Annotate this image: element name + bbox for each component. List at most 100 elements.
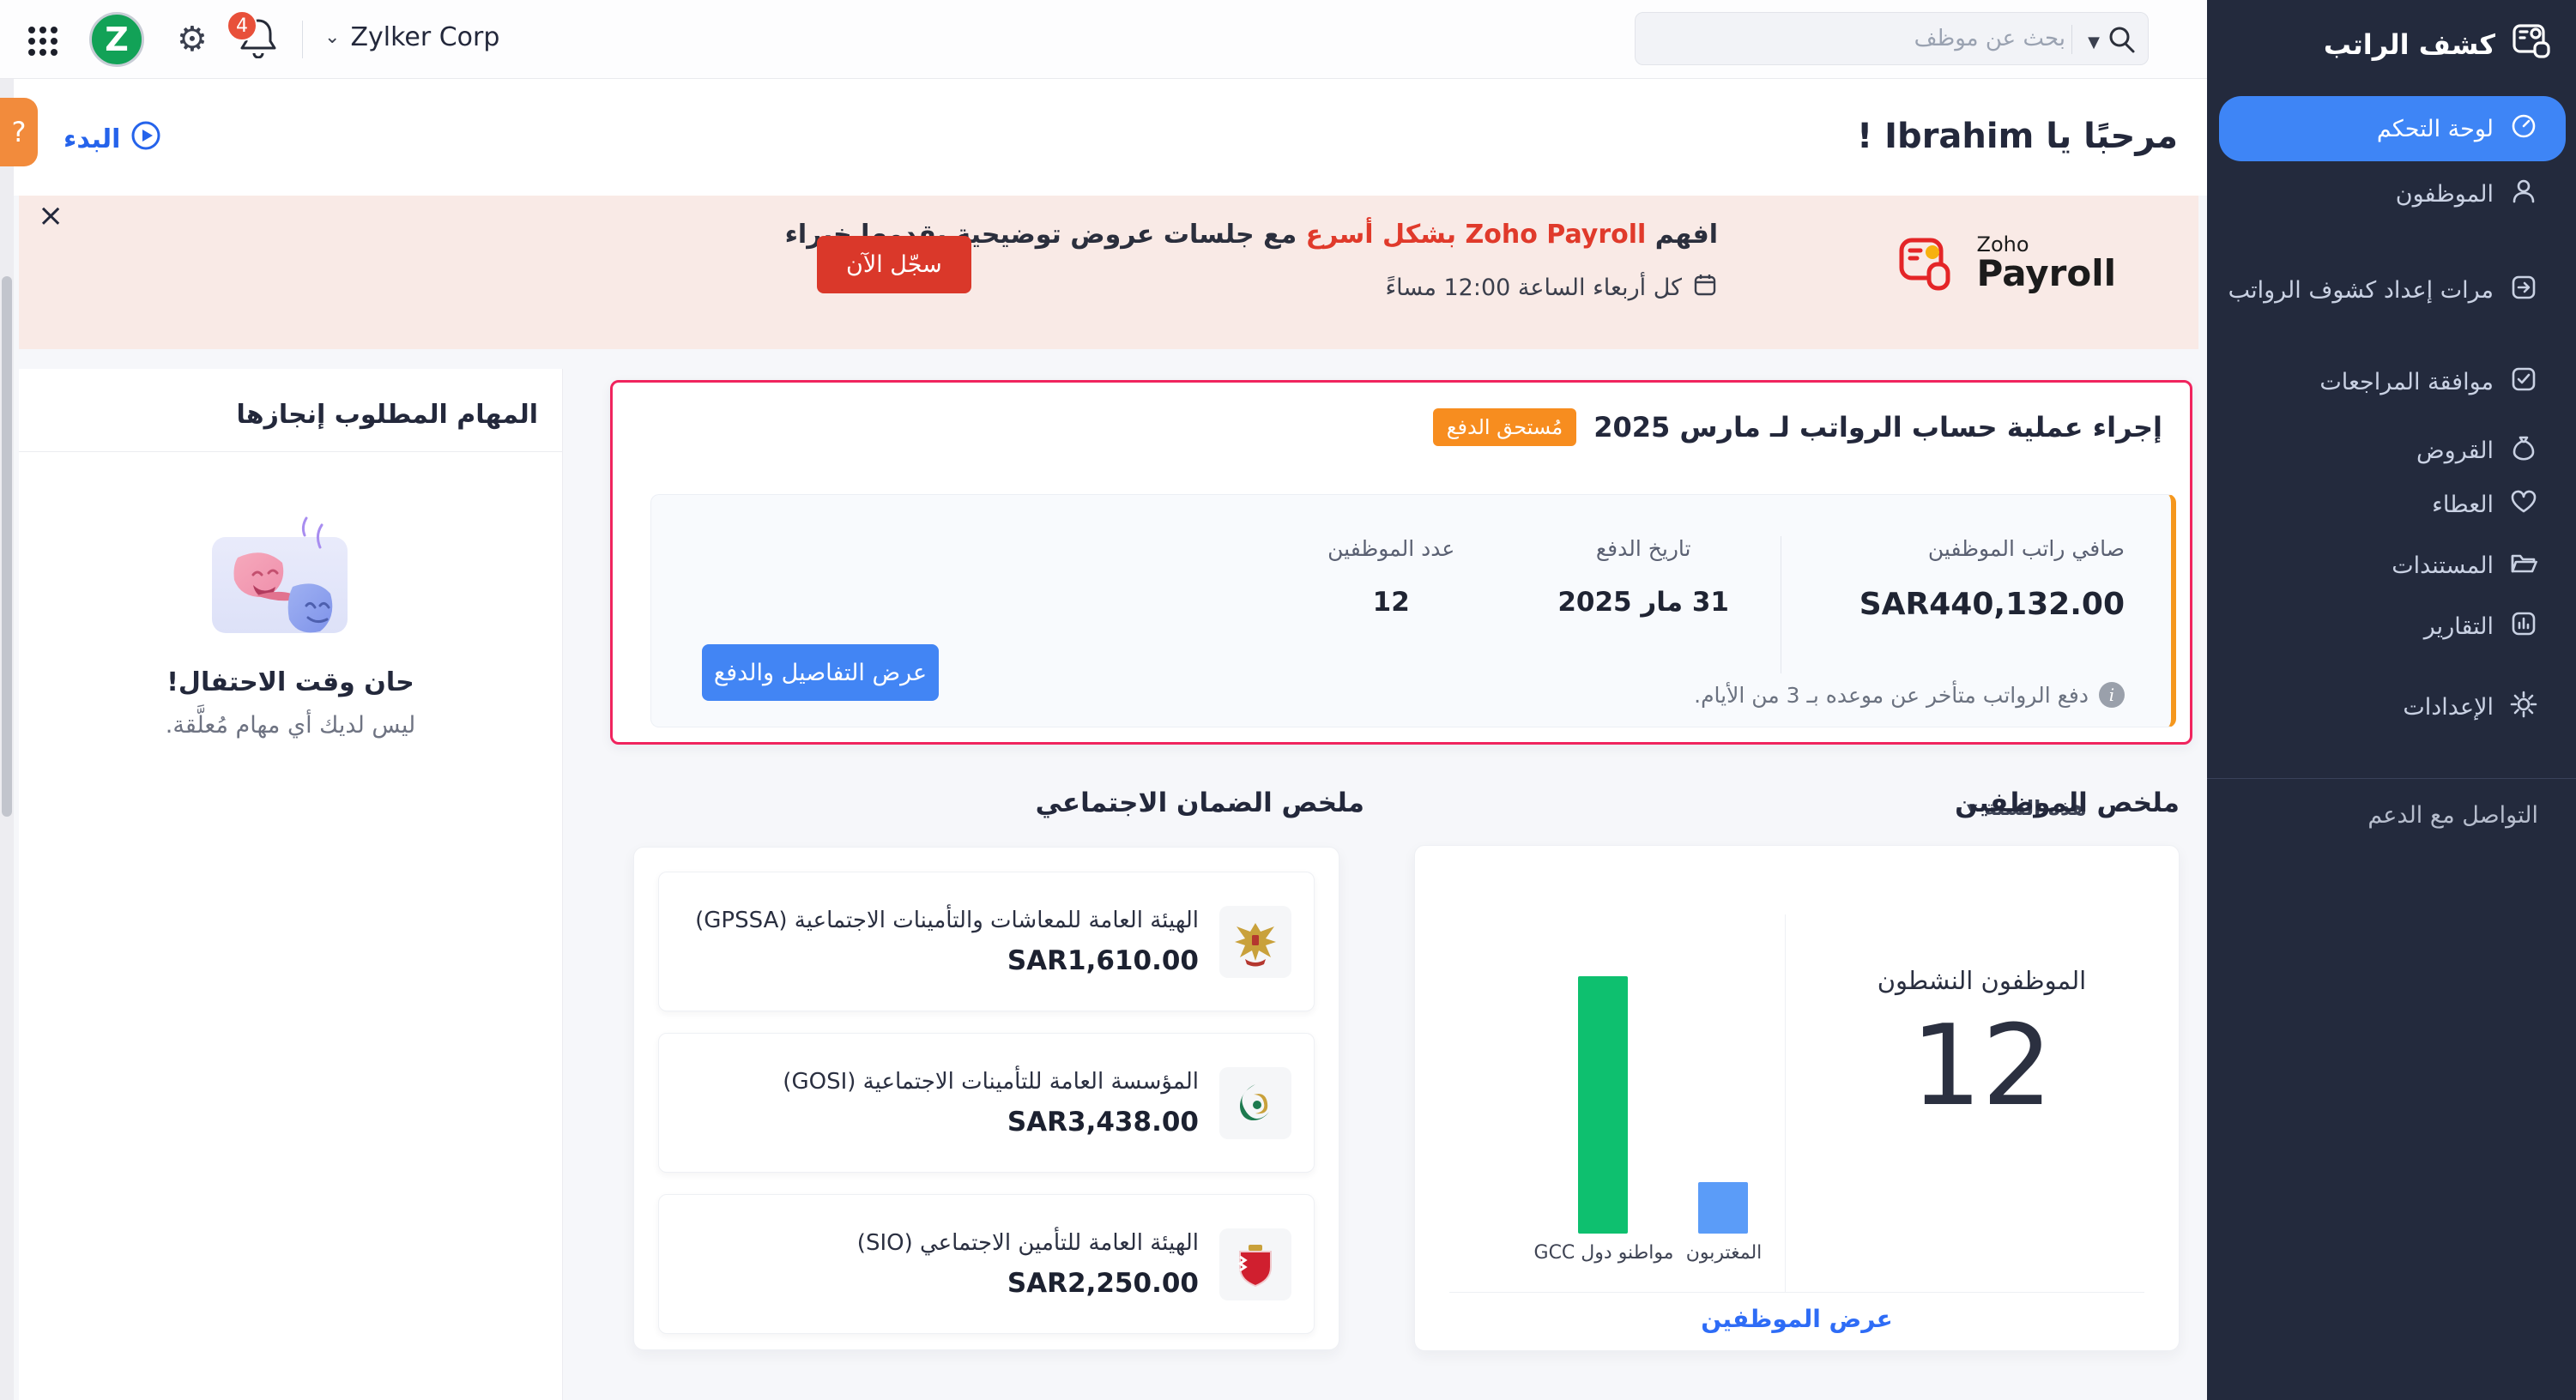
register-now-button[interactable]: سجّل الآن: [817, 236, 971, 293]
money-bag-icon: [2509, 433, 2538, 468]
sidebar-item-label: التقارير: [2423, 612, 2494, 640]
social-filter-dropdown[interactable]: هذه السنة ▼: [1967, 796, 2086, 820]
greeting-title: مرحبًا يا Ibrahim !: [1857, 117, 2178, 156]
social-summary-title: ملخص الضمان الاجتماعي: [1035, 788, 1364, 818]
sidebar-item-loans[interactable]: القروض: [2207, 420, 2576, 480]
sidebar-item-label: لوحة التحكم: [2376, 115, 2494, 142]
bar-chart-icon: [2509, 609, 2538, 644]
search-input[interactable]: [1646, 13, 2065, 64]
social-item-name: الهيئة العامة للمعاشات والتأمينات الاجتم…: [695, 907, 1199, 933]
topbar-divider: [302, 21, 303, 58]
employees-summary-card: الموظفون النشطون 12 مواطنو دول GCC المغت…: [1414, 845, 2180, 1351]
tasks-panel: المهام المطلوب إنجازها حان وقت الاحتفال!…: [19, 369, 563, 1400]
scrollbar-thumb[interactable]: [2, 276, 12, 817]
zoho-payroll-logo-icon: [1899, 238, 1950, 291]
zoho-wordmark: Zoho: [1976, 232, 2029, 256]
bar-label-gcc: مواطنو دول GCC: [1533, 1242, 1674, 1264]
chevron-down-icon: ⌄: [324, 27, 341, 48]
tasks-empty-headline: حان وقت الاحتفال!: [166, 667, 414, 697]
sidebar-item-employees[interactable]: الموظفون: [2207, 164, 2576, 224]
page-header: مرحبًا يا Ibrahim ! البدء: [14, 79, 2207, 196]
caret-down-icon: ▼: [1967, 800, 1978, 817]
get-started-link[interactable]: البدء: [63, 120, 161, 158]
calendar-icon: [1692, 272, 1718, 304]
payroll-wordmark: Payroll: [1976, 251, 2116, 294]
employees-footer-divider: [1449, 1292, 2144, 1293]
employees-card-divider: [1785, 914, 1786, 1292]
scrollbar-track[interactable]: [0, 79, 14, 1400]
social-item-amount: SAR3,438.00: [1007, 1106, 1199, 1138]
sidebar-item-label: المستندات: [2392, 552, 2494, 579]
payrun-card: إجراء عملية حساب الرواتب لـ مارس 2025 مُ…: [610, 380, 2192, 745]
tasks-divider: [19, 451, 562, 452]
sidebar-divider: [2207, 778, 2576, 779]
gear-icon: [2509, 690, 2538, 725]
banner-headline: افهم Zoho Payroll بشكل أسرع مع جلسات عرو…: [784, 220, 1718, 250]
social-item-amount: SAR2,250.00: [1007, 1267, 1199, 1299]
search-box: ▼: [1635, 12, 2149, 65]
promo-banner: × Zoho Payroll افهم Zoho Payroll بشكل أس…: [19, 196, 2198, 349]
settings-gear-icon[interactable]: ⚙: [177, 20, 208, 59]
payrun-arrow-icon: [2509, 273, 2538, 308]
bar-expatriates: [1698, 1182, 1748, 1234]
payrun-summary-panel: صافي راتب الموظفين SAR440,132.00 تاريخ ا…: [650, 494, 2176, 727]
social-item-name: المؤسسة العامة للتأمينات الاجتماعية (GOS…: [783, 1068, 1199, 1095]
tasks-title: المهام المطلوب إنجازها: [236, 400, 538, 430]
bar-label-expat: المغتربون: [1685, 1242, 1763, 1264]
social-item-gosi[interactable]: المؤسسة العامة للتأمينات الاجتماعية (GOS…: [658, 1033, 1315, 1173]
view-employees-link[interactable]: عرض الموظفين: [1701, 1305, 1893, 1333]
notification-bell-icon[interactable]: 4: [227, 10, 290, 72]
person-icon: [2509, 177, 2538, 212]
sidebar-item-settings[interactable]: الإعدادات: [2207, 677, 2576, 737]
sidebar-item-dashboard[interactable]: لوحة التحكم: [2219, 96, 2566, 161]
search-divider: [2071, 25, 2072, 54]
contact-support-link[interactable]: التواصل مع الدعم: [2367, 802, 2538, 829]
help-button[interactable]: ?: [0, 98, 38, 166]
employees-summary-title: ملخص الموظفين: [1955, 788, 2180, 818]
sidebar-item-payruns[interactable]: مرات إعداد كشوف الرواتب: [2207, 260, 2576, 320]
close-icon[interactable]: ×: [38, 198, 64, 233]
checkbox-check-icon: [2509, 365, 2538, 400]
sidebar-item-label: القروض: [2416, 437, 2494, 464]
zoho-payroll-logo: Zoho Payroll: [1895, 230, 2116, 297]
search-filter-caret-icon[interactable]: ▼: [2088, 33, 2100, 51]
zoho-logo[interactable]: Z: [89, 12, 144, 67]
dashboard-icon: [2509, 112, 2538, 147]
company-selector[interactable]: ⌄ Zylker Corp: [324, 22, 499, 52]
bahrain-emblem-icon: [1219, 1228, 1291, 1300]
info-icon: i: [2099, 682, 2125, 708]
sidebar-item-label: الموظفون: [2395, 180, 2494, 208]
uae-emblem-icon: [1219, 905, 1291, 978]
social-item-gpssa[interactable]: الهيئة العامة للمعاشات والتأمينات الاجتم…: [658, 872, 1315, 1011]
sidebar-item-label: الإعدادات: [2403, 693, 2494, 721]
payrun-title: إجراء عملية حساب الرواتب لـ مارس 2025: [1593, 411, 2162, 444]
view-details-pay-button[interactable]: عرض التفاصيل والدفع: [702, 644, 939, 701]
social-item-name: الهيئة العامة للتأمين الاجتماعي (SIO): [856, 1229, 1199, 1256]
gosi-logo-icon: [1219, 1066, 1291, 1139]
sidebar: كشف الراتب لوحة التحكم الموظفون مرات إعد…: [2207, 0, 2576, 1400]
sidebar-item-approvals[interactable]: موافقة المراجعات: [2207, 352, 2576, 412]
sidebar-item-reports[interactable]: التقارير: [2207, 596, 2576, 656]
get-started-label: البدء: [63, 124, 121, 154]
social-filter-label: هذه السنة: [1984, 796, 2087, 820]
overdue-note: i دفع الرواتب متأخر عن موعده بـ 3 من الأ…: [1694, 682, 2125, 708]
folder-icon: [2509, 548, 2538, 583]
celebration-illustration: [197, 513, 385, 662]
notification-count-badge: 4: [227, 10, 257, 41]
sidebar-item-label: العطاء: [2432, 491, 2494, 518]
payment-date-field: تاريخ الدفع 31 مار 2025: [1557, 536, 1729, 618]
sidebar-item-documents[interactable]: المستندات: [2207, 535, 2576, 595]
social-item-sio[interactable]: الهيئة العامة للتأمين الاجتماعي (SIO) SA…: [658, 1194, 1315, 1334]
sidebar-item-label: موافقة المراجعات: [2319, 368, 2494, 395]
app-grid-icon[interactable]: [26, 24, 60, 62]
sidebar-item-giving[interactable]: العطاء: [2207, 474, 2576, 534]
heart-icon: [2509, 487, 2538, 522]
active-employees-label: الموظفون النشطون: [1877, 966, 2087, 995]
search-icon[interactable]: [2107, 24, 2138, 58]
app-title-label: كشف الراتب: [2323, 28, 2495, 61]
tasks-empty-subtext: ليس لديك أي مهام مُعلَّقة.: [165, 712, 416, 739]
social-summary-card: الهيئة العامة للمعاشات والتأمينات الاجتم…: [633, 847, 1339, 1350]
employees-bar-chart: مواطنو دول GCC المغتربون: [1466, 932, 1784, 1264]
play-icon: [130, 120, 161, 158]
active-employees-count: 12: [1910, 1000, 2053, 1131]
